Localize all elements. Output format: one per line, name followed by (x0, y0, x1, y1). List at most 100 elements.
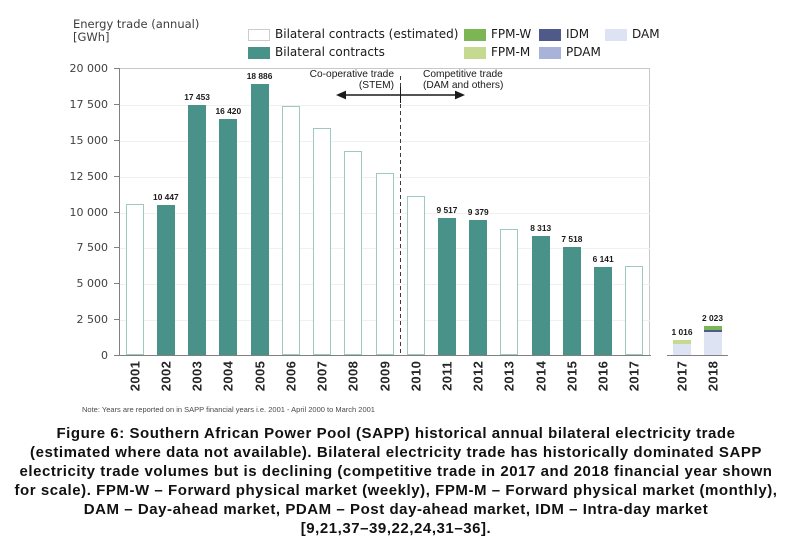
x-axis-label-2008: 2008 (346, 359, 361, 393)
legend-label: FPM-M (491, 45, 531, 59)
bar-value-label-2016: 6 141 (592, 254, 614, 264)
legend-item-fpm-w: FPM-W (464, 28, 531, 41)
bar-2016 (594, 267, 612, 355)
bar-2014 (532, 236, 550, 355)
legend-swatch (539, 28, 561, 41)
bar-value-label-2011: 9 517 (436, 205, 458, 215)
x-axis-label-text: 2012 (470, 360, 486, 392)
y-axis-line (119, 68, 120, 355)
bar-2013 (500, 229, 518, 355)
y-axis-tick (114, 104, 119, 105)
x-axis-label-2011: 2011 (439, 359, 455, 393)
inset-axis-line (667, 355, 728, 356)
x-axis-label-text: 2005 (252, 360, 268, 392)
annotation-competitive-line2: (DAM and others) (423, 80, 504, 91)
x-axis-label-text: 2007 (314, 360, 330, 392)
caption-line-3: electricity trade volumes but is declini… (19, 463, 773, 480)
legend-swatch (248, 46, 270, 59)
inset-x-axis-label-2017: 2017 (674, 359, 690, 393)
legend-label: DAM (632, 27, 660, 41)
caption-line-6: [9,21,37–39,22,24,31–36]. (300, 520, 492, 537)
y-axis-tick (114, 283, 119, 284)
caption-line-2: (estimated where data not available). Bi… (30, 444, 762, 461)
y-axis-title: Energy trade (annual) [GWh] (73, 18, 199, 44)
x-axis-label-text: 2010 (408, 360, 424, 392)
inset-bar-value-label-2018: 2 023 (702, 313, 723, 323)
x-axis-label-2006: 2006 (284, 359, 299, 393)
legend-swatch (605, 28, 627, 41)
y-tick-label: 0 (101, 349, 108, 362)
y-tick-label: 20 000 (69, 62, 109, 75)
y-tick-label: 5 000 (76, 277, 109, 290)
inset-bar-2017-segment-FPM-M (673, 340, 691, 344)
bar-2005 (251, 84, 269, 355)
caption-line-4: for scale). FPM-W – Forward physical mar… (14, 482, 778, 499)
x-axis-label-text: 2018 (705, 360, 721, 392)
legend-label: IDM (566, 27, 590, 41)
annotation-cooperative-line1: Co-operative trade (309, 68, 394, 80)
x-axis-label-text: 2015 (564, 360, 580, 392)
y-axis-tick (114, 319, 119, 320)
legend-item-fpm-m: FPM-M (464, 46, 530, 59)
legend-label: Bilateral contracts (estimated) (275, 27, 459, 41)
x-axis-label-2001: 2001 (127, 359, 143, 393)
inset-bar-value-label-2017: 1 016 (671, 327, 693, 337)
x-axis-label-text: 2009 (377, 360, 393, 392)
bar-2006 (282, 106, 300, 355)
legend-swatch (539, 46, 561, 59)
bar-value-label-2015: 7 518 (561, 234, 583, 244)
x-axis-label-2010: 2010 (408, 359, 424, 393)
figure-note: Note: Years are reported on in SAPP fina… (82, 405, 375, 414)
bar-value-label-2012: 9 379 (467, 207, 489, 217)
bar-2002 (157, 205, 175, 355)
inset-x-axis-label-2018: 2018 (705, 359, 721, 393)
legend-swatch (248, 28, 270, 41)
bar-value-label-2004: 16 420 (215, 106, 242, 116)
bar-2011 (438, 218, 456, 355)
y-axis-tick (114, 140, 119, 141)
y-tick-label: 17 500 (69, 98, 109, 111)
y-tick-label: 2 500 (76, 313, 109, 326)
x-axis-label-2013: 2013 (501, 359, 517, 393)
x-axis-label-2017: 2017 (626, 359, 642, 393)
gridline-17500 (119, 105, 650, 106)
figure-caption: Figure 6: Southern African Power Pool (S… (8, 424, 784, 538)
bar-value-label-2003: 17 453 (184, 92, 210, 102)
legend-item-bilateral-contracts-estimated-: Bilateral contracts (estimated) (248, 28, 458, 41)
bar-2012 (469, 220, 487, 355)
annotation-cooperative-line2: (STEM) (358, 80, 394, 91)
bar-value-label-2014: 8 313 (530, 223, 552, 233)
legend-label: PDAM (566, 45, 601, 59)
x-axis-label-text: 2017 (674, 360, 690, 392)
inset-bar-2017-segment-DAM (673, 344, 691, 355)
y-axis-title-line2: [GWh] (73, 30, 110, 44)
x-axis-label-text: 2014 (533, 360, 549, 392)
gridline-15000 (119, 141, 650, 142)
x-axis-label-text: 2004 (220, 360, 236, 392)
x-axis-label-text: 2003 (189, 360, 205, 392)
x-axis-label-2015: 2015 (564, 359, 580, 393)
y-axis-tick (114, 212, 119, 213)
x-axis-label-2016: 2016 (596, 359, 611, 393)
annotation-competitive-trade: Competitive trade (DAM and others) (423, 69, 503, 92)
double-arrow-icon (336, 90, 465, 100)
caption-line-5: DAM – Day-ahead market, PDAM – Post day-… (83, 501, 709, 518)
x-axis-label-text: 2013 (501, 360, 517, 392)
y-axis-tick (114, 355, 119, 356)
x-axis-label-2007: 2007 (314, 359, 330, 393)
x-axis-label-2012: 2012 (470, 359, 486, 393)
y-tick-label: 7 500 (76, 241, 109, 254)
x-axis-label-text: 2001 (127, 360, 143, 392)
inset-bar-2018-segment-FPM-W (704, 326, 722, 330)
x-axis-label-text: 2011 (439, 361, 455, 391)
legend-label: Bilateral contracts (275, 45, 385, 59)
x-axis-label-2009: 2009 (377, 359, 393, 393)
legend-item-bilateral-contracts: Bilateral contracts (248, 46, 385, 59)
bar-2008 (344, 151, 362, 355)
x-axis-label-2014: 2014 (533, 359, 549, 393)
y-axis-tick (114, 247, 119, 248)
inset-bar-2018-segment-IDM (704, 330, 722, 332)
x-axis-label-text: 2017 (626, 360, 642, 392)
bar-value-label-2005: 18 886 (246, 71, 273, 81)
